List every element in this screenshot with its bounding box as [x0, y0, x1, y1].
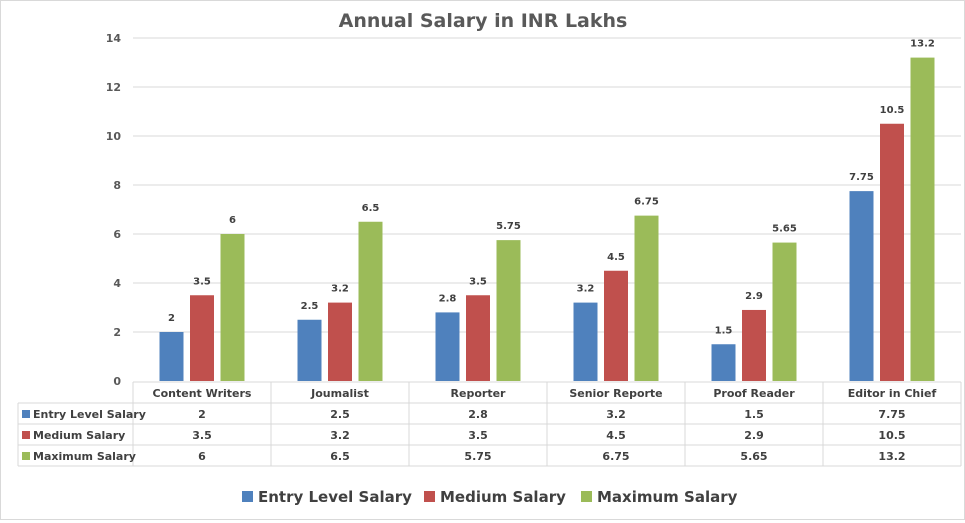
legend-key — [22, 452, 30, 460]
table-cell: 2.8 — [468, 408, 488, 421]
data-label: 3.5 — [469, 276, 487, 287]
data-label: 2.5 — [301, 301, 319, 312]
data-label: 5.65 — [772, 224, 797, 235]
y-tick-label: 12 — [106, 81, 121, 94]
data-label: 2 — [168, 313, 175, 324]
table-cell: 3.2 — [330, 429, 350, 442]
legend-swatch — [242, 491, 253, 502]
data-label: 10.5 — [880, 105, 905, 116]
legend-label: Entry Level Salary — [258, 488, 412, 506]
data-label: 6.5 — [362, 203, 380, 214]
category-label: Joumalist — [310, 387, 369, 400]
bar-entry-level-salary — [159, 332, 184, 381]
category-label: Reporter — [451, 387, 507, 400]
data-label: 3.2 — [577, 284, 595, 295]
table-cell: 3.2 — [606, 408, 626, 421]
bar-maximum-salary — [358, 221, 383, 381]
y-tick-label: 0 — [113, 375, 121, 388]
data-label: 3.5 — [193, 276, 211, 287]
table-cell: 2.9 — [744, 429, 764, 442]
bar-maximum-salary — [910, 57, 935, 381]
data-label: 2.8 — [439, 293, 457, 304]
bar-maximum-salary — [634, 215, 659, 381]
data-label: 6.75 — [634, 197, 659, 208]
legend-swatch — [424, 491, 435, 502]
y-tick-label: 8 — [113, 179, 121, 192]
y-tick-label: 14 — [106, 32, 122, 45]
table-cell: 6.75 — [602, 450, 629, 463]
table-cell: 4.5 — [606, 429, 626, 442]
legend-label: Medium Salary — [440, 488, 566, 506]
bar-medium-salary — [742, 309, 766, 381]
bar-entry-level-salary — [435, 312, 460, 381]
table-cell: 10.5 — [878, 429, 905, 442]
chart-title: Annual Salary in INR Lakhs — [339, 10, 628, 32]
table-cell: 7.75 — [878, 408, 905, 421]
table-cell: 2.5 — [330, 408, 350, 421]
table-cell: 1.5 — [744, 408, 764, 421]
bar-entry-level-salary — [711, 344, 736, 381]
table-cell: 2 — [198, 408, 206, 421]
table-row-label: Maximum Salary — [33, 450, 136, 463]
table-cell: 6 — [198, 450, 206, 463]
table-cell: 13.2 — [878, 450, 905, 463]
bar-medium-salary — [328, 302, 352, 381]
legend-key — [22, 410, 30, 418]
bar-maximum-salary — [496, 240, 521, 381]
legend-key — [22, 431, 30, 439]
bar-medium-salary — [190, 295, 214, 381]
bar-entry-level-salary — [849, 191, 874, 381]
table-row-label: Medium Salary — [33, 429, 125, 442]
bar-medium-salary — [604, 270, 628, 381]
data-label: 2.9 — [745, 291, 763, 302]
legend-swatch — [581, 491, 592, 502]
y-tick-label: 4 — [113, 277, 121, 290]
category-label: Senior Reporte — [569, 387, 662, 400]
table-row-label: Entry Level Salary — [33, 408, 146, 421]
table-cell: 3.5 — [468, 429, 488, 442]
bar-entry-level-salary — [573, 302, 598, 381]
bar-medium-salary — [880, 123, 904, 381]
table-cell: 3.5 — [192, 429, 212, 442]
y-tick-label: 6 — [113, 228, 121, 241]
bar-maximum-salary — [220, 234, 245, 381]
table-cell: 5.65 — [740, 450, 767, 463]
data-label: 7.75 — [849, 172, 874, 183]
y-tick-label: 10 — [106, 130, 122, 143]
data-label: 1.5 — [715, 325, 733, 336]
category-label: Proof Reader — [713, 387, 795, 400]
category-label: Content Writers — [153, 387, 252, 400]
bar-maximum-salary — [772, 242, 797, 381]
legend-label: Maximum Salary — [597, 488, 738, 506]
data-label: 6 — [229, 215, 236, 226]
bar-medium-salary — [466, 295, 490, 381]
data-label: 4.5 — [607, 252, 625, 263]
data-label: 3.2 — [331, 284, 349, 295]
bar-entry-level-salary — [297, 319, 322, 381]
data-label: 5.75 — [496, 221, 521, 232]
category-label: Editor in Chief — [848, 387, 937, 400]
y-tick-label: 2 — [113, 326, 121, 339]
table-cell: 5.75 — [464, 450, 491, 463]
data-label: 13.2 — [910, 39, 935, 50]
table-cell: 6.5 — [330, 450, 350, 463]
